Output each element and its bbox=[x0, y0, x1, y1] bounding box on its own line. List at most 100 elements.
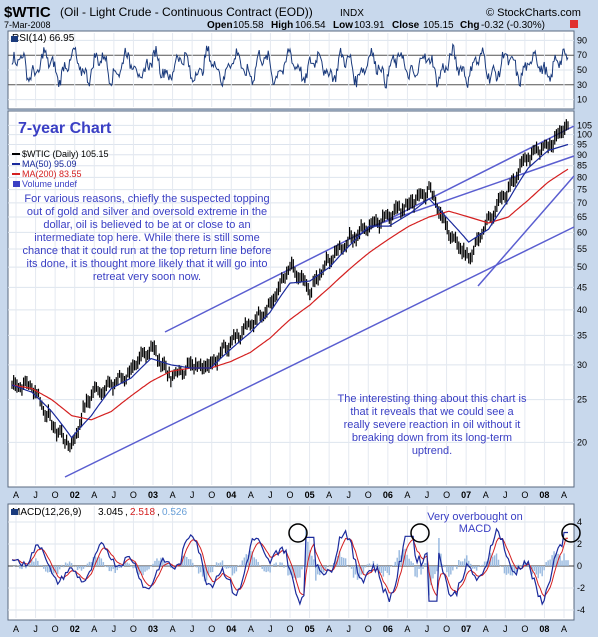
price-tick-label: 45 bbox=[577, 282, 587, 292]
rsi-legend-swatch bbox=[11, 36, 18, 42]
x-tick-label: A bbox=[561, 490, 567, 500]
x-tick-label: A bbox=[404, 490, 410, 500]
x-tick-label: J bbox=[425, 490, 430, 500]
legend-volume-swatch bbox=[13, 181, 20, 187]
macd-separator: , bbox=[125, 507, 128, 518]
macd-legend-swatch bbox=[11, 509, 18, 515]
macd-label: MACD(12,26,9) bbox=[12, 507, 81, 518]
price-tick-label: 35 bbox=[577, 330, 587, 340]
header-high-label: High bbox=[271, 20, 293, 31]
price-tick-label: 40 bbox=[577, 305, 587, 315]
x-tick-label-macd: O bbox=[208, 624, 215, 634]
x-tick-label: O bbox=[521, 490, 528, 500]
price-tick-label: 70 bbox=[577, 198, 587, 208]
annotation-bottom: The interesting thing about this chart i… bbox=[337, 393, 527, 457]
price-tick-label: 75 bbox=[577, 185, 587, 195]
macd-value: 3.045 bbox=[98, 507, 123, 518]
x-tick-label-macd: J bbox=[425, 624, 430, 634]
price-tick-label: 100 bbox=[577, 130, 592, 140]
overbought-circle-3 bbox=[561, 523, 581, 543]
header-low-label: Low bbox=[333, 20, 353, 31]
x-tick-label-macd: A bbox=[326, 624, 332, 634]
x-tick-label: A bbox=[91, 490, 97, 500]
x-tick-label: A bbox=[326, 490, 332, 500]
x-tick-label: O bbox=[130, 490, 137, 500]
header-chg-down-icon bbox=[570, 20, 578, 28]
header-low-value: 103.91 bbox=[354, 20, 385, 31]
x-tick-label: 07 bbox=[461, 490, 471, 500]
price-tick-label: 20 bbox=[577, 437, 587, 447]
x-axis-labels: A A J J O O 02 02 A A J J O O 03 03 A A J J O O 04 04 A A J J O O 05 05… bbox=[13, 490, 567, 634]
macd-tick-label: -2 bbox=[577, 583, 585, 593]
macd-line bbox=[11, 527, 568, 606]
x-tick-label-macd: J bbox=[112, 624, 117, 634]
x-tick-label: O bbox=[443, 490, 450, 500]
x-tick-label-macd: J bbox=[33, 624, 38, 634]
x-tick-label-macd: 07 bbox=[461, 624, 471, 634]
price-tick-label: 85 bbox=[577, 161, 587, 171]
rsi-tick-label: 90 bbox=[577, 35, 587, 45]
header-title: (Oil - Light Crude - Continuous Contract… bbox=[60, 5, 313, 19]
x-tick-label-macd: A bbox=[404, 624, 410, 634]
x-tick-label: O bbox=[208, 490, 215, 500]
x-tick-label-macd: A bbox=[91, 624, 97, 634]
x-tick-label-macd: 05 bbox=[305, 624, 315, 634]
overbought-circle-2 bbox=[410, 523, 430, 543]
ma50-line bbox=[11, 143, 569, 439]
header-high-value: 106.54 bbox=[295, 20, 326, 31]
x-tick-label: J bbox=[346, 490, 351, 500]
price-tick-label: 90 bbox=[577, 150, 587, 160]
macd-signal-value: 2.518 bbox=[130, 507, 155, 518]
macd-tick-label: 4 bbox=[577, 517, 582, 527]
macd-tick-label: 2 bbox=[577, 539, 582, 549]
x-tick-label: 04 bbox=[226, 490, 236, 500]
x-tick-label: A bbox=[248, 490, 254, 500]
header-exchange: INDX bbox=[340, 8, 364, 19]
x-tick-label-macd: A bbox=[561, 624, 567, 634]
x-tick-label-macd: 02 bbox=[70, 624, 80, 634]
ma200-line bbox=[11, 168, 569, 421]
macd-annotation: Very overbought on MACD bbox=[427, 511, 523, 535]
x-tick-label: 05 bbox=[305, 490, 315, 500]
rsi-tick-label: 30 bbox=[577, 80, 587, 90]
x-tick-label-macd: J bbox=[503, 624, 508, 634]
annotation-top: For various reasons, chiefly the suspect… bbox=[22, 193, 272, 283]
x-tick-label: A bbox=[170, 490, 176, 500]
x-tick-label-macd: A bbox=[248, 624, 254, 634]
rsi-tick-label: 70 bbox=[577, 50, 587, 60]
header-date: 7-Mar-2008 bbox=[4, 20, 51, 30]
x-tick-label: J bbox=[503, 490, 508, 500]
legend-ma200: MA(200) 83.55 bbox=[22, 169, 82, 179]
header-chg-value: -0.32 (-0.30%) bbox=[481, 20, 545, 31]
x-tick-label-macd: O bbox=[521, 624, 528, 634]
macd-tick-label: 0 bbox=[577, 561, 582, 571]
rsi-tick-label: 10 bbox=[577, 95, 587, 105]
y-axis-ticks: 1051009590858075706560555045403530252090… bbox=[577, 35, 592, 615]
x-tick-label-macd: 08 bbox=[539, 624, 549, 634]
macd-panel bbox=[7, 503, 575, 621]
header-brand[interactable]: © StockCharts.com bbox=[486, 7, 581, 19]
x-tick-label-macd: J bbox=[268, 624, 273, 634]
price-tick-label: 30 bbox=[577, 360, 587, 370]
x-tick-label-macd: 06 bbox=[383, 624, 393, 634]
x-tick-label: J bbox=[268, 490, 273, 500]
recent-uptrend-line bbox=[477, 175, 575, 287]
x-tick-label: O bbox=[52, 490, 59, 500]
x-tick-label: 03 bbox=[148, 490, 158, 500]
macd-histogram-value: 0.526 bbox=[162, 507, 187, 518]
overbought-circle-1 bbox=[288, 523, 308, 543]
lower-trendline bbox=[64, 226, 575, 478]
header-open-label: Open bbox=[207, 20, 233, 31]
header-close-value: 105.15 bbox=[423, 20, 454, 31]
x-tick-label: O bbox=[286, 490, 293, 500]
x-tick-label: 08 bbox=[539, 490, 549, 500]
rsi-series-line bbox=[11, 42, 569, 89]
x-tick-label-macd: 03 bbox=[148, 624, 158, 634]
x-tick-label: A bbox=[13, 490, 19, 500]
x-tick-label-macd: O bbox=[443, 624, 450, 634]
x-tick-label: A bbox=[483, 490, 489, 500]
macd-separator-2: , bbox=[157, 507, 160, 518]
price-tick-label: 105 bbox=[577, 120, 592, 130]
